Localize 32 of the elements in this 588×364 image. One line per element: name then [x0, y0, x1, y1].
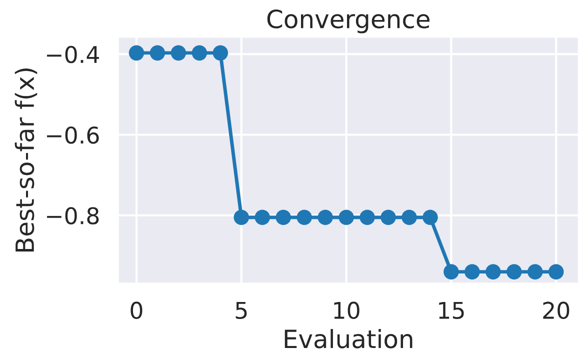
x-axis-title: Evaluation	[284, 329, 412, 348]
point	[464, 264, 480, 280]
point	[254, 210, 270, 226]
y-tick-label: −0.6	[47, 126, 99, 144]
point	[486, 264, 501, 280]
point	[296, 210, 312, 226]
chart-title: Convergence	[267, 10, 430, 34]
point	[380, 210, 396, 226]
point	[360, 210, 375, 226]
point	[150, 45, 166, 61]
point	[212, 45, 228, 61]
x-tick-label: 5	[236, 302, 247, 320]
point	[527, 264, 543, 280]
point	[548, 264, 564, 280]
point	[234, 210, 250, 226]
point	[444, 264, 459, 280]
point	[276, 210, 291, 226]
y-axis-title: Best-so-far f(x)	[14, 68, 38, 252]
x-tick-label: 20	[543, 302, 570, 320]
point	[506, 264, 522, 280]
point	[128, 45, 144, 61]
x-tick-label: 15	[439, 302, 464, 320]
point	[422, 210, 438, 226]
y-tick-label: −0.4	[47, 46, 99, 64]
point	[170, 45, 186, 61]
point	[192, 45, 208, 61]
x-tick-label: 0	[130, 302, 142, 320]
x-tick-label: 10	[334, 302, 360, 320]
point	[402, 210, 417, 226]
y-tick-label: −0.8	[47, 207, 99, 224]
point	[338, 210, 354, 226]
point	[318, 210, 333, 226]
